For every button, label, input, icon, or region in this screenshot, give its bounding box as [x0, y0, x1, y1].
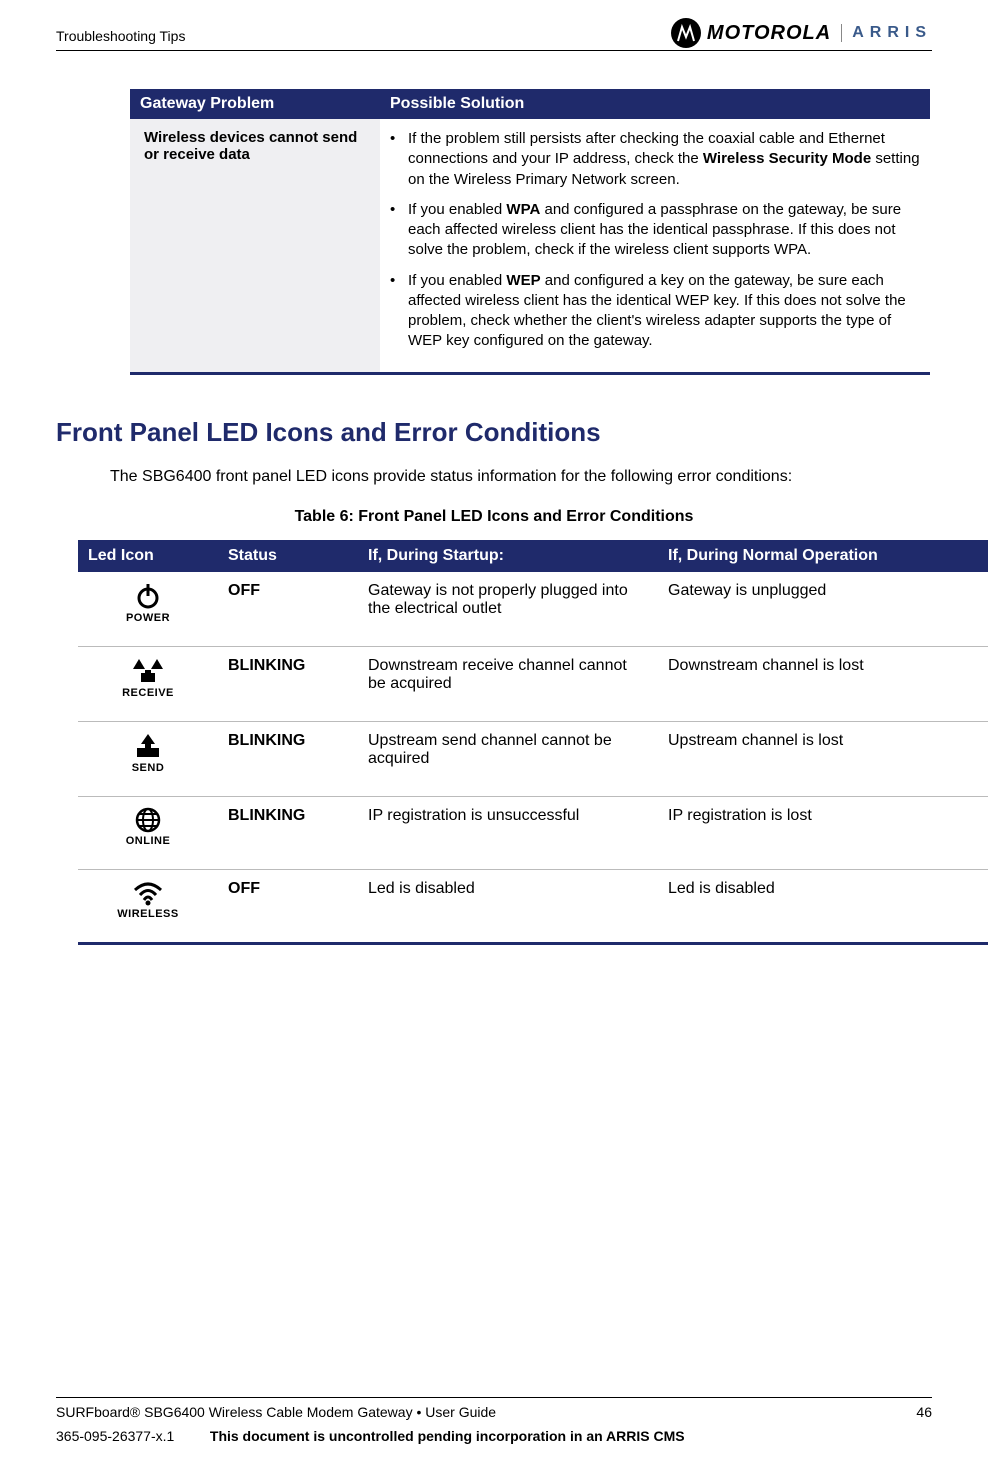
list-item: If you enabled WEP and configured a key … — [388, 271, 922, 352]
send-icon: SEND — [88, 732, 208, 774]
t1-header-solution: Possible Solution — [380, 89, 930, 119]
t2-normal: Gateway is unplugged — [658, 572, 988, 647]
arris-logo: ARRIS — [841, 24, 932, 42]
t2-status: OFF — [218, 869, 358, 943]
t2-startup: IP registration is unsuccessful — [358, 796, 658, 869]
footer-doc-number: 365-095-26377-x.1 — [56, 1428, 206, 1444]
t2-h-status: Status — [218, 540, 358, 572]
gateway-problem-table: Gateway Problem Possible Solution Wirele… — [130, 89, 930, 375]
t2-normal: Downstream channel is lost — [658, 646, 988, 721]
table-row: ONLINE BLINKING IP registration is unsuc… — [78, 796, 988, 869]
motorola-wordmark: MOTOROLA — [707, 22, 831, 45]
page-footer: SURFboard® SBG6400 Wireless Cable Modem … — [56, 1397, 932, 1444]
t2-status: BLINKING — [218, 721, 358, 796]
t2-status: BLINKING — [218, 646, 358, 721]
motorola-logo: MOTOROLA — [671, 18, 831, 48]
t2-startup: Downstream receive channel cannot be acq… — [358, 646, 658, 721]
t2-h-startup: If, During Startup: — [358, 540, 658, 572]
t2-startup: Gateway is not properly plugged into the… — [358, 572, 658, 647]
list-item: If you enabled WPA and configured a pass… — [388, 200, 922, 261]
header-section-title: Troubleshooting Tips — [56, 28, 185, 48]
wireless-icon: WIRELESS — [88, 880, 208, 920]
power-icon: POWER — [88, 582, 208, 624]
header-logos: MOTOROLA ARRIS — [671, 18, 932, 48]
t1-header-problem: Gateway Problem — [130, 89, 380, 119]
t2-h-normal: If, During Normal Operation — [658, 540, 988, 572]
footer-page-number: 46 — [916, 1404, 932, 1420]
table-row: POWER OFF Gateway is not properly plugge… — [78, 572, 988, 647]
t2-status: BLINKING — [218, 796, 358, 869]
t2-startup: Upstream send channel cannot be acquired — [358, 721, 658, 796]
table-row: Wireless devices cannot send or receive … — [130, 119, 930, 373]
t2-normal: IP registration is lost — [658, 796, 988, 869]
t2-status: OFF — [218, 572, 358, 647]
t2-normal: Led is disabled — [658, 869, 988, 943]
led-error-table: Led Icon Status If, During Startup: If, … — [78, 540, 988, 945]
motorola-badge-icon — [671, 18, 701, 48]
table-row: WIRELESS OFF Led is disabled Led is disa… — [78, 869, 988, 943]
online-icon: ONLINE — [88, 807, 208, 847]
table-row: RECEIVE BLINKING Downstream receive chan… — [78, 646, 988, 721]
footer-notice: This document is uncontrolled pending in… — [210, 1428, 685, 1444]
t2-normal: Upstream channel is lost — [658, 721, 988, 796]
list-item: If the problem still persists after chec… — [388, 129, 922, 190]
page-header: Troubleshooting Tips MOTOROLA ARRIS — [56, 0, 932, 51]
section-heading: Front Panel LED Icons and Error Conditio… — [56, 417, 932, 448]
t1-solutions: If the problem still persists after chec… — [380, 119, 930, 373]
section-intro: The SBG6400 front panel LED icons provid… — [110, 468, 932, 486]
t2-startup: Led is disabled — [358, 869, 658, 943]
footer-product: SURFboard® SBG6400 Wireless Cable Modem … — [56, 1404, 496, 1420]
table2-caption: Table 6: Front Panel LED Icons and Error… — [56, 508, 932, 526]
t2-h-icon: Led Icon — [78, 540, 218, 572]
receive-icon: RECEIVE — [88, 657, 208, 699]
t1-problem: Wireless devices cannot send or receive … — [130, 119, 380, 373]
table-row: SEND BLINKING Upstream send channel cann… — [78, 721, 988, 796]
